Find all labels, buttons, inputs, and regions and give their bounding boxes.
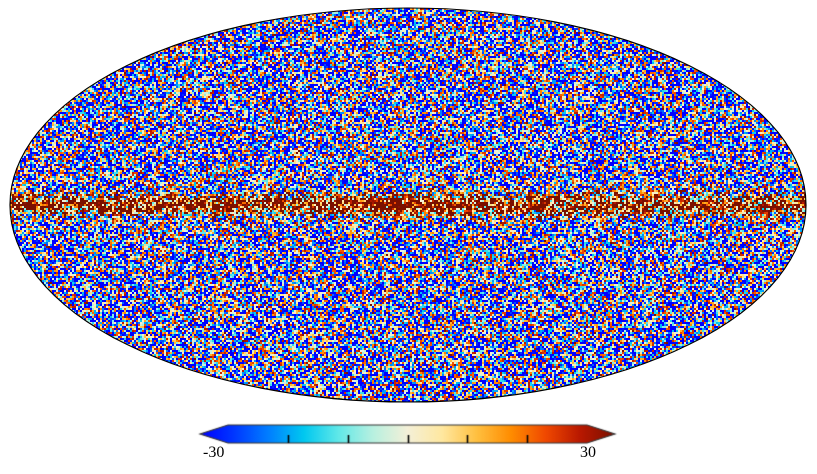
colorbar-min-label: -30	[203, 444, 225, 461]
sky-map	[0, 0, 817, 412]
colorbar-gradient	[0, 415, 817, 474]
colorbar-max-label: 30	[580, 444, 596, 461]
colorbar: -30 30	[0, 415, 817, 474]
mollweide-projection-canvas	[0, 0, 817, 412]
